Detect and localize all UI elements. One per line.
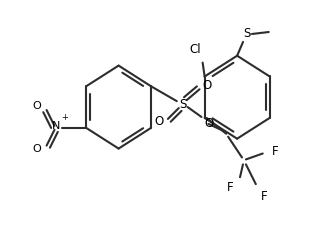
Text: O: O <box>205 117 214 130</box>
Text: S: S <box>243 27 251 40</box>
Text: O: O <box>203 79 212 92</box>
Text: F: F <box>261 190 267 203</box>
Text: O: O <box>154 115 164 128</box>
Text: N: N <box>52 121 61 131</box>
Text: O: O <box>32 101 41 111</box>
Text: F: F <box>227 181 233 194</box>
Text: F: F <box>272 145 279 158</box>
Text: O: O <box>32 143 41 154</box>
Text: Cl: Cl <box>189 43 200 56</box>
Text: +: + <box>61 114 68 122</box>
Text: S: S <box>179 98 186 111</box>
